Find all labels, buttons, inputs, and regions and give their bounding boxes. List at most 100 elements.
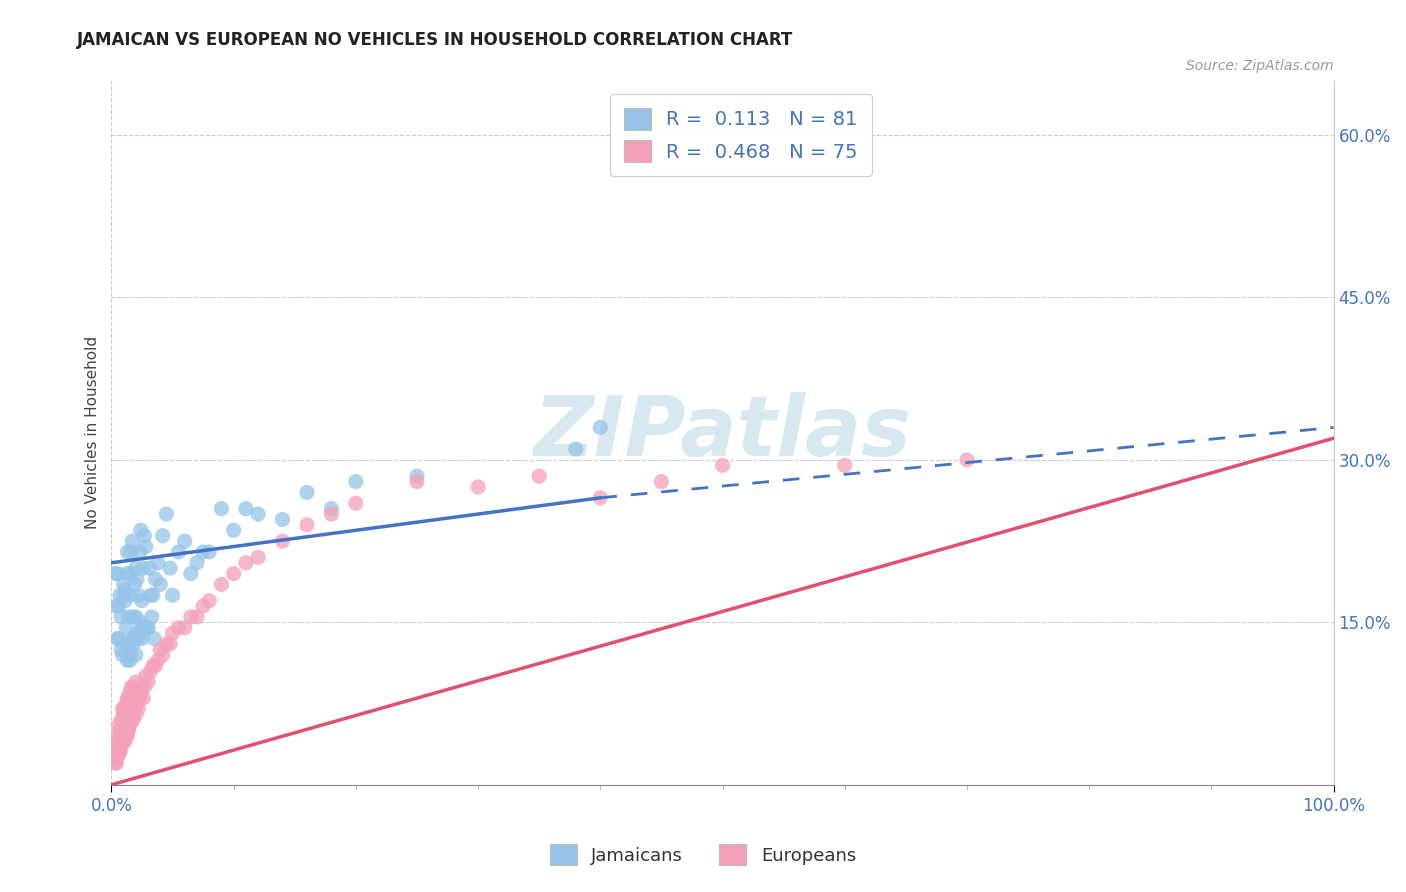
Point xyxy=(104,739,127,754)
Point xyxy=(127,588,149,602)
Point xyxy=(127,632,149,646)
Point xyxy=(134,681,156,695)
Point xyxy=(146,556,169,570)
Point xyxy=(139,588,162,602)
Point xyxy=(105,756,128,770)
Point xyxy=(149,642,172,657)
Point xyxy=(128,691,150,706)
Point xyxy=(121,707,143,722)
Point xyxy=(209,577,232,591)
Point xyxy=(117,566,139,581)
Point xyxy=(114,734,136,748)
Point xyxy=(295,517,318,532)
Point xyxy=(209,501,232,516)
Point xyxy=(117,723,139,738)
Point xyxy=(135,621,157,635)
Point xyxy=(565,442,588,456)
Point xyxy=(120,648,142,662)
Point xyxy=(173,534,195,549)
Point xyxy=(122,637,145,651)
Point xyxy=(108,745,131,759)
Point xyxy=(406,475,429,489)
Point xyxy=(108,588,131,602)
Point xyxy=(129,615,152,630)
Point xyxy=(110,642,132,657)
Point xyxy=(122,610,145,624)
Point xyxy=(115,697,138,711)
Point xyxy=(129,686,152,700)
Point xyxy=(107,632,129,646)
Point xyxy=(136,621,159,635)
Point xyxy=(125,572,148,586)
Point xyxy=(135,621,157,635)
Point xyxy=(271,512,294,526)
Point xyxy=(222,566,245,581)
Point xyxy=(110,610,132,624)
Point xyxy=(143,632,166,646)
Point xyxy=(117,691,139,706)
Point xyxy=(124,702,146,716)
Point xyxy=(129,523,152,537)
Point xyxy=(167,621,190,635)
Point xyxy=(136,674,159,689)
Point xyxy=(131,681,153,695)
Point xyxy=(125,561,148,575)
Point xyxy=(146,653,169,667)
Point xyxy=(105,599,128,613)
Point xyxy=(406,469,429,483)
Point xyxy=(107,566,129,581)
Point xyxy=(956,453,979,467)
Point xyxy=(173,621,195,635)
Point xyxy=(115,637,138,651)
Point xyxy=(104,756,127,770)
Point xyxy=(125,626,148,640)
Text: ZIPatlas: ZIPatlas xyxy=(534,392,911,474)
Point xyxy=(125,697,148,711)
Point xyxy=(110,739,132,754)
Point xyxy=(117,610,139,624)
Point xyxy=(247,550,270,565)
Point xyxy=(120,566,142,581)
Point xyxy=(110,713,132,727)
Point xyxy=(115,729,138,743)
Point xyxy=(142,588,165,602)
Point xyxy=(125,707,148,722)
Point xyxy=(321,501,343,516)
Point xyxy=(124,577,146,591)
Point xyxy=(132,691,155,706)
Point xyxy=(138,561,160,575)
Point xyxy=(152,529,174,543)
Point xyxy=(107,729,129,743)
Point xyxy=(139,664,162,678)
Point xyxy=(128,626,150,640)
Point xyxy=(118,588,141,602)
Point xyxy=(117,637,139,651)
Point xyxy=(321,507,343,521)
Point xyxy=(117,653,139,667)
Point xyxy=(112,577,135,591)
Point xyxy=(235,501,257,516)
Y-axis label: No Vehicles in Household: No Vehicles in Household xyxy=(86,336,100,529)
Point xyxy=(111,734,134,748)
Point xyxy=(159,561,181,575)
Point xyxy=(114,582,136,597)
Point xyxy=(650,475,672,489)
Point xyxy=(112,734,135,748)
Point xyxy=(186,610,208,624)
Point xyxy=(127,702,149,716)
Point xyxy=(117,545,139,559)
Point xyxy=(467,480,489,494)
Point xyxy=(122,713,145,727)
Point xyxy=(112,707,135,722)
Point xyxy=(149,577,172,591)
Point xyxy=(180,610,202,624)
Point xyxy=(145,658,167,673)
Point xyxy=(155,507,177,521)
Point xyxy=(125,610,148,624)
Point xyxy=(107,718,129,732)
Point xyxy=(162,588,184,602)
Point xyxy=(121,632,143,646)
Point xyxy=(247,507,270,521)
Point xyxy=(295,485,318,500)
Point xyxy=(159,637,181,651)
